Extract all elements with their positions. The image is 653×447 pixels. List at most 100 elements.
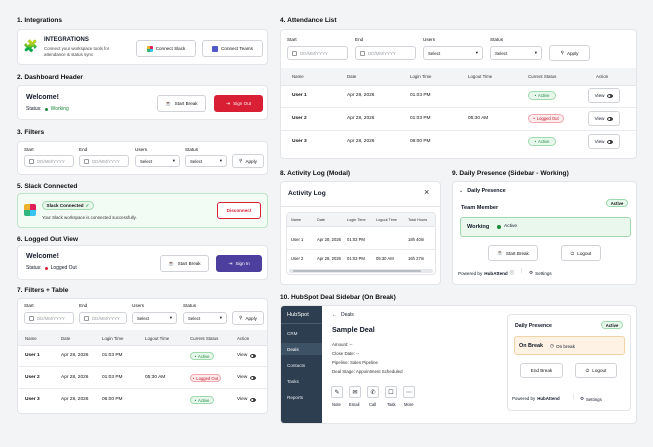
view-button[interactable]: View [588, 88, 620, 103]
end-date-input[interactable]: DD/MM/YYYY [79, 155, 129, 167]
view-button[interactable]: View [588, 134, 620, 149]
connect-slack-button[interactable]: Connect Slack [136, 40, 196, 57]
col-login: Login Time [410, 74, 432, 79]
horizontal-scrollbar[interactable] [289, 269, 433, 273]
deal-title: Sample Deal [332, 325, 375, 334]
chevron-down-icon: ▾ [219, 158, 222, 163]
status-dot: • [192, 375, 195, 381]
col-action: Action [237, 336, 250, 341]
settings-link[interactable]: ⚙ Settings [580, 396, 602, 402]
cup-icon: ☕ [165, 100, 172, 107]
deal-stage: Deal Stage: Appointment Scheduled [332, 369, 403, 374]
cell-name: User 1 [25, 353, 40, 358]
users-select[interactable]: Select ▾ [135, 155, 180, 167]
nav-item-deals[interactable]: Deals [287, 347, 299, 352]
settings-link[interactable]: ⚙ Settings [529, 270, 552, 276]
calendar-icon [360, 50, 365, 56]
apply-button[interactable]: ⚲ Apply [232, 311, 264, 325]
status-dot-icon [44, 107, 48, 111]
integrations-desc-1: Connect your workspace tools for [44, 46, 110, 51]
chevron-down-icon: ⌄ [459, 188, 464, 194]
working-badge: Active [497, 224, 517, 229]
check-icon: ✓ [85, 202, 90, 208]
view-button[interactable]: View [237, 375, 257, 380]
status-select[interactable]: Select ▾ [490, 46, 542, 60]
close-icon[interactable]: × [424, 187, 430, 197]
users-select[interactable]: Select ▾ [132, 312, 177, 324]
col-name: Name [292, 74, 304, 79]
cell-logout: 05:30 AM [145, 375, 166, 380]
status-select[interactable]: Select ▾ [183, 312, 227, 324]
eye-icon [250, 353, 257, 358]
apply-button[interactable]: ⚲ Apply [549, 45, 590, 61]
slack-connected-card: Slack Connected ✓ Your Slack workspace is… [17, 193, 268, 228]
users-select[interactable]: Select ▾ [423, 46, 483, 60]
logout-button[interactable]: ⏻ Logout [561, 245, 601, 261]
filters-table-card: Start End Users Status DD/MM/YYYY DD/MM/… [17, 298, 268, 414]
start-break-label: Start Break [174, 101, 198, 106]
calendar-icon [29, 158, 34, 164]
start-date-input[interactable]: DD/MM/YYYY [24, 155, 74, 167]
cell-total: 18h 40m [408, 237, 425, 242]
view-label: View [594, 139, 605, 144]
start-date-input[interactable]: DD/MM/YYYY [287, 46, 348, 60]
cell-date: Apr 28, 2026 [61, 397, 89, 402]
phone-icon[interactable]: ✆ [367, 386, 379, 398]
start-break-button[interactable]: ☕ Start Break [488, 245, 538, 261]
daily-presence-sidebar: Daily Presence Active On Break ◷ On break… [507, 314, 631, 411]
sign-in-button[interactable]: ⇥ Sign In [216, 255, 262, 272]
end-break-button[interactable]: End Break [520, 363, 563, 378]
cell-date: Apr 28, 2026 [347, 116, 375, 121]
start-break-button[interactable]: ☕ Start Break [157, 95, 206, 112]
apply-button[interactable]: ⚲ Apply [232, 154, 264, 168]
end-date-input[interactable]: DD/MM/YYYY [79, 312, 127, 324]
nav-item-contacts[interactable]: Contacts [287, 363, 306, 368]
integrations-heading: INTEGRATIONS [44, 37, 89, 43]
users-label: Users [423, 37, 435, 42]
end-date-input[interactable]: DD/MM/YYYY [355, 46, 416, 60]
sign-out-button[interactable]: ⇥ Sign Out [214, 95, 263, 112]
nav-item-crm[interactable]: CRM [287, 331, 298, 336]
action-task-label: Task [387, 402, 396, 407]
calendar-icon [29, 315, 34, 321]
start-date-placeholder: DD/MM/YYYY [300, 50, 328, 56]
task-icon[interactable]: ☐ [385, 386, 397, 398]
view-button[interactable]: View [237, 353, 257, 358]
cell-total: 16h 27m [408, 256, 425, 261]
status-line: Status: Working [26, 106, 69, 112]
nav-item-reports[interactable]: Reports [287, 395, 304, 400]
status-label: Status: [26, 106, 42, 112]
start-break-button[interactable]: ☕ Start Break [160, 255, 209, 272]
view-button[interactable]: View [588, 111, 620, 126]
scrollbar-thumb[interactable] [293, 270, 421, 272]
sign-in-icon: ⇥ [228, 260, 233, 267]
view-button[interactable]: View [237, 397, 257, 402]
start-date-input[interactable]: DD/MM/YYYY [24, 312, 74, 324]
cell-name: User 2 [292, 116, 307, 121]
eye-icon [250, 397, 257, 402]
connect-teams-button[interactable]: Connect Teams [202, 40, 263, 57]
eye-icon [607, 139, 614, 144]
col-name: Name [291, 218, 302, 222]
back-to-deals-link[interactable]: ← Deals [332, 312, 354, 318]
table-header [287, 213, 435, 227]
email-icon[interactable]: ✉ [349, 386, 361, 398]
status-line: Status: Logged Out [26, 265, 77, 271]
more-icon[interactable]: ⋯ [403, 386, 415, 398]
nav-item-tasks[interactable]: Tasks [287, 379, 299, 384]
table-header [18, 330, 267, 346]
status-select[interactable]: Select ▾ [185, 155, 227, 167]
status-badge-label: Active [538, 93, 550, 98]
daily-presence-toggle[interactable]: ⌄ Daily Presence [459, 188, 506, 194]
powered-by-label: Powered by [458, 270, 483, 276]
chevron-down-icon: ▾ [219, 315, 222, 320]
status-badge-label: Active [538, 139, 550, 144]
deal-pipeline: Pipeline: Sales Pipeline [332, 360, 378, 365]
logout-button[interactable]: ⏻ Logout [575, 363, 617, 378]
note-icon[interactable]: ✎ [331, 386, 343, 398]
cell-name: User 2 [25, 375, 40, 380]
disconnect-button[interactable]: Disconnect [217, 202, 261, 219]
back-label: Deals [341, 312, 354, 318]
status-value: Logged Out [50, 265, 77, 271]
section-title-attendance-list: 4. Attendance List [280, 17, 337, 24]
